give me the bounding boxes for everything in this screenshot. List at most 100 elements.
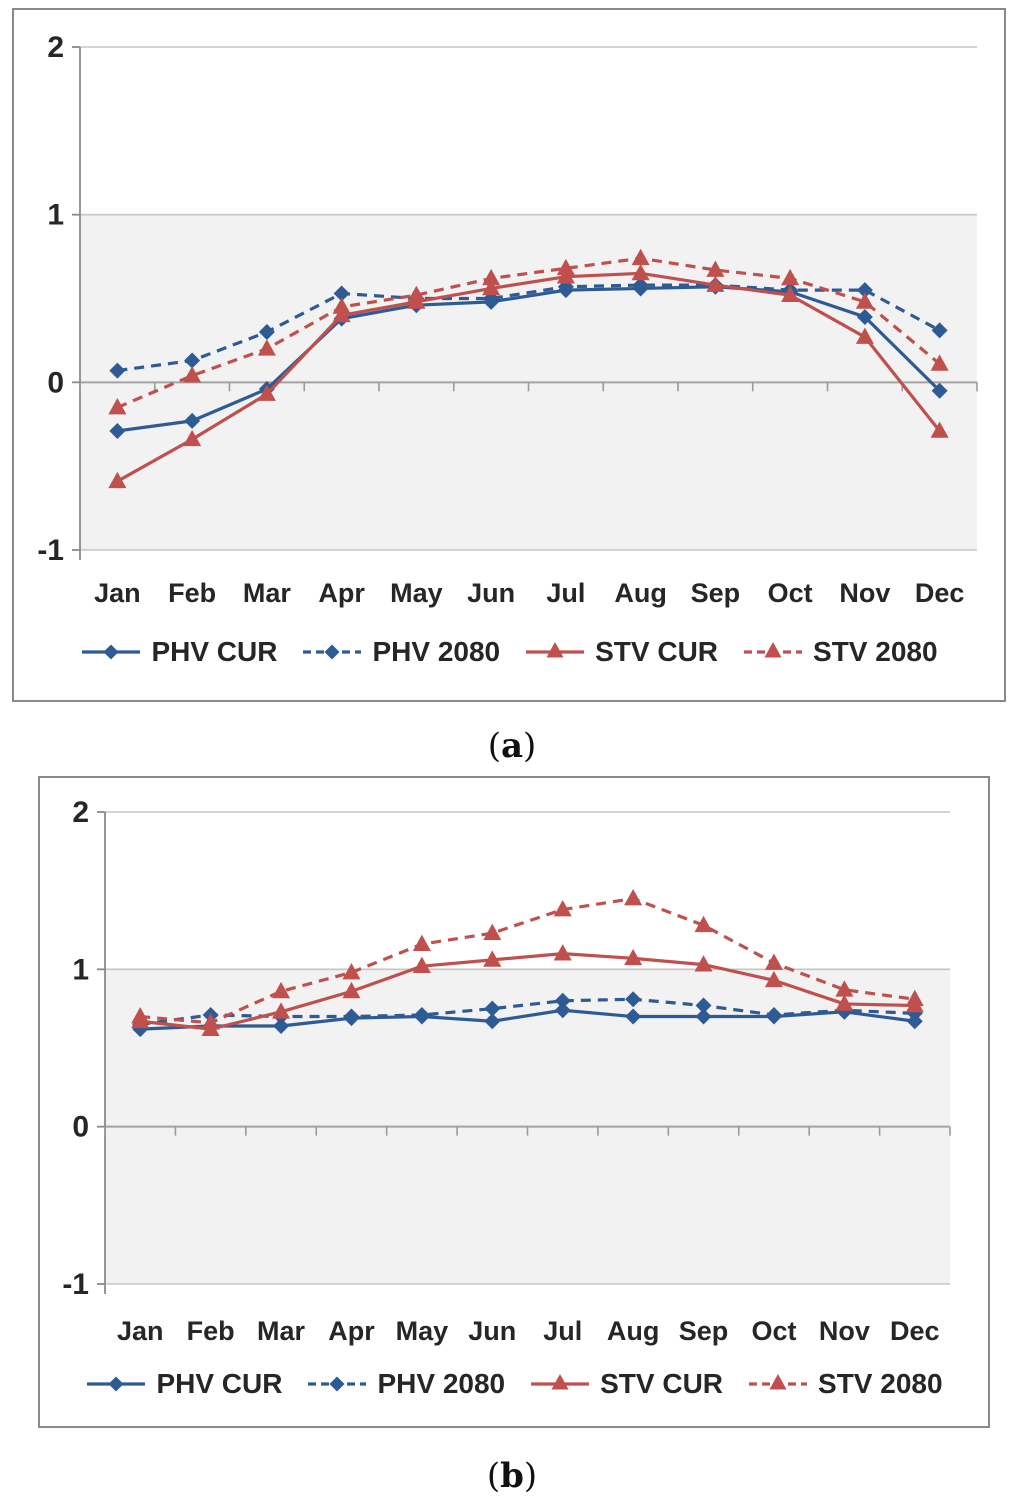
triangle-marker bbox=[764, 953, 783, 970]
caption-a-open: ( bbox=[487, 726, 501, 766]
x-tick-label-apr: Apr bbox=[328, 1316, 375, 1346]
triangle-icon bbox=[769, 1374, 787, 1390]
series-line-stv-cur bbox=[140, 952, 915, 1031]
y-tick-label: 1 bbox=[72, 953, 89, 986]
x-tick-label-mar: Mar bbox=[243, 578, 292, 608]
series-markers-stv-cur bbox=[108, 263, 949, 489]
triangle-marker bbox=[905, 989, 924, 1007]
legend-item-stv-2080: STV 2080 bbox=[747, 1368, 943, 1400]
x-tick-label-may: May bbox=[390, 578, 443, 608]
caption-b-letter: b bbox=[500, 1456, 524, 1496]
triangle-marker bbox=[108, 397, 127, 415]
diamond-marker bbox=[625, 991, 642, 1008]
chart-b: 2 1 0 -1 Jan Feb Mar Apr May Jun Jul Aug Sep Oct Nov De… bbox=[62, 796, 951, 1346]
diamond-marker bbox=[625, 1008, 642, 1025]
diamond-marker bbox=[184, 352, 201, 369]
triangle-marker bbox=[412, 956, 431, 974]
triangle-marker bbox=[855, 292, 874, 309]
legend-label: PHV 2080 bbox=[377, 1368, 506, 1399]
legend-sample-dashed-triangle bbox=[744, 642, 803, 658]
triangle-marker bbox=[631, 263, 650, 281]
series-line-phv-cur bbox=[117, 285, 941, 433]
x-tick-label-apr: Apr bbox=[318, 578, 365, 608]
triangle-marker bbox=[183, 429, 202, 447]
triangle-marker bbox=[482, 278, 501, 296]
legend-sample-solid-triangle bbox=[531, 1374, 590, 1390]
triangle-icon bbox=[551, 1374, 569, 1390]
x-tick-label-jan: Jan bbox=[117, 1316, 164, 1346]
triangle-marker bbox=[332, 297, 351, 314]
legend-label: PHV CUR bbox=[156, 1368, 283, 1399]
diamond-icon bbox=[108, 1376, 124, 1392]
diamond-marker bbox=[695, 997, 712, 1014]
triangle-marker bbox=[483, 950, 502, 967]
x-tick-label-jun: Jun bbox=[468, 1316, 516, 1346]
y-tick-label: 0 bbox=[47, 366, 64, 399]
diamond-icon bbox=[103, 644, 119, 660]
legend-item-stv-2080: STV 2080 bbox=[742, 636, 938, 668]
triangle-marker bbox=[407, 285, 426, 302]
series-markers-stv-cur bbox=[131, 944, 924, 1036]
legend-sample-solid-diamond bbox=[82, 644, 141, 660]
triangle-marker bbox=[835, 980, 854, 997]
series-line-stv-2080 bbox=[140, 896, 916, 1025]
caption-b-close: ) bbox=[523, 1456, 538, 1496]
diamond-marker bbox=[765, 1006, 782, 1023]
legend-item-stv-cur: STV CUR bbox=[524, 636, 718, 668]
diamond-marker bbox=[931, 322, 948, 339]
triangle-marker bbox=[332, 305, 351, 323]
triangle-marker bbox=[257, 339, 276, 356]
triangle-marker bbox=[930, 354, 949, 371]
triangle-marker bbox=[412, 934, 431, 951]
caption-b: (b) bbox=[0, 1456, 1024, 1496]
diamond-marker bbox=[906, 1005, 923, 1022]
triangle-marker bbox=[201, 1013, 220, 1030]
series-markers-stv-2080 bbox=[131, 889, 924, 1030]
x-tick-label-sep: Sep bbox=[691, 578, 741, 608]
y-tick-label: 1 bbox=[47, 199, 64, 232]
diamond-marker bbox=[554, 992, 571, 1009]
diamond-marker bbox=[484, 1013, 501, 1030]
caption-a-letter: a bbox=[500, 726, 524, 766]
x-tick-label-dec: Dec bbox=[890, 1316, 940, 1346]
chart-panel-a: 2 1 0 -1 Jan Feb Mar Apr May Jun Jul Aug Sep Oct Nov De… bbox=[12, 8, 1006, 702]
diamond-marker bbox=[109, 362, 126, 379]
triangle-marker bbox=[764, 970, 783, 988]
legend-label: STV CUR bbox=[600, 1368, 724, 1399]
triangle-marker bbox=[706, 260, 725, 277]
x-tick-label-nov: Nov bbox=[839, 578, 890, 608]
x-tick-label-oct: Oct bbox=[751, 1316, 796, 1346]
x-tick-label-jul: Jul bbox=[543, 1316, 582, 1346]
triangle-marker bbox=[781, 268, 800, 286]
diamond-marker bbox=[184, 412, 201, 429]
triangle-marker bbox=[342, 981, 361, 999]
legend-b: PHV CUR PHV 2080 STV CUR STV 2080 bbox=[40, 1368, 988, 1400]
x-tick-label-aug: Aug bbox=[614, 578, 666, 608]
x-tick-label-jan: Jan bbox=[94, 578, 141, 608]
triangle-marker bbox=[556, 267, 575, 284]
x-tick-label-jun: Jun bbox=[467, 578, 515, 608]
triangle-marker bbox=[183, 366, 202, 383]
triangle-marker bbox=[553, 944, 572, 961]
x-tick-label-dec: Dec bbox=[915, 578, 965, 608]
diamond-marker bbox=[109, 422, 126, 439]
diamond-marker bbox=[258, 324, 275, 341]
triangle-marker bbox=[131, 1007, 150, 1024]
x-tick-label-sep: Sep bbox=[679, 1316, 729, 1346]
legend-item-phv-2080: PHV 2080 bbox=[306, 1368, 505, 1400]
x-tick-label-feb: Feb bbox=[187, 1316, 235, 1346]
triangle-marker bbox=[930, 421, 949, 438]
y-tick-label: 0 bbox=[72, 1111, 89, 1144]
triangle-marker bbox=[553, 900, 572, 917]
legend-sample-dashed-triangle bbox=[749, 1374, 808, 1390]
triangle-marker bbox=[556, 258, 575, 276]
diamond-marker bbox=[554, 1002, 571, 1019]
triangle-marker bbox=[781, 285, 800, 302]
triangle-marker bbox=[835, 994, 854, 1011]
legend-item-phv-cur: PHV CUR bbox=[80, 636, 277, 668]
triangle-marker bbox=[694, 915, 713, 933]
triangle-marker bbox=[272, 1002, 291, 1019]
chart-a: 2 1 0 -1 Jan Feb Mar Apr May Jun Jul Aug Sep Oct Nov De… bbox=[37, 31, 978, 608]
legend-label: PHV 2080 bbox=[372, 636, 501, 667]
